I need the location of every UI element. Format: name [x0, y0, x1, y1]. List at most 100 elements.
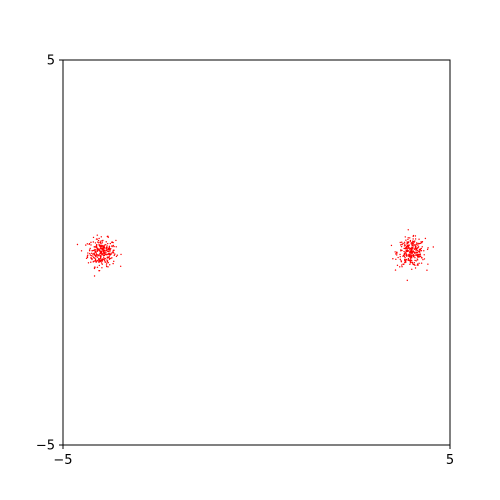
scatter-point [420, 247, 422, 250]
scatter-point [418, 250, 421, 253]
scatter-point [99, 258, 101, 260]
scatter-point [89, 247, 91, 250]
scatter-point [403, 255, 406, 258]
scatter-point [86, 256, 89, 259]
scatter-point [399, 258, 402, 261]
scatter-point [405, 239, 407, 241]
scatter-point [115, 255, 118, 258]
scatter-point [103, 248, 105, 250]
scatter-point [109, 242, 112, 245]
scatter-point [399, 266, 401, 268]
scatter-point [90, 257, 93, 259]
scatter-point [109, 264, 111, 266]
scatter-point [411, 244, 413, 247]
scatter-point [90, 241, 92, 244]
scatter-point [415, 260, 417, 262]
scatter-point [90, 255, 93, 257]
scatter-point [91, 250, 93, 252]
scatter-point [88, 249, 91, 251]
scatter-point [417, 244, 419, 246]
scatter-point [100, 250, 102, 253]
scatter-point [99, 259, 102, 262]
scatter-point [413, 248, 415, 250]
scatter-point [414, 257, 416, 259]
scatter-point [408, 253, 410, 256]
scatter-point [112, 244, 115, 247]
scatter-point [94, 254, 96, 257]
scatter-point [402, 254, 405, 257]
scatter-point [405, 251, 407, 253]
scatter-point [420, 257, 423, 259]
scatter-point [414, 238, 417, 240]
scatter-point [418, 262, 420, 264]
scatter-point [427, 263, 429, 265]
scatter-point [99, 245, 101, 247]
scatter-point [407, 238, 409, 241]
scatter-point [106, 262, 108, 264]
scatter-point [412, 234, 415, 237]
scatter-point [409, 256, 411, 258]
scatter-point [89, 254, 92, 256]
scatter-point [426, 248, 429, 251]
scatter-point [120, 253, 122, 256]
y-tick-label: −5 [36, 439, 55, 454]
scatter-point [396, 251, 398, 253]
scatter-point [95, 253, 98, 255]
scatter-point [399, 256, 401, 258]
scatter-point [107, 242, 109, 245]
scatter-point [95, 261, 97, 263]
scatter-point [99, 241, 102, 244]
scatter-point [102, 252, 105, 254]
scatter-point [101, 253, 104, 255]
scatter-point [392, 258, 394, 260]
scatter-point [412, 250, 415, 252]
axis-ticks: −5 5 −5 5 [36, 54, 454, 469]
scatter-point [107, 253, 110, 255]
scatter-point [93, 267, 96, 270]
scatter-point [100, 240, 102, 242]
scatter-point [416, 264, 418, 266]
scatter-point [103, 245, 105, 248]
scatter-point [92, 249, 95, 252]
scatter-point [414, 245, 417, 248]
scatter-point [419, 242, 422, 245]
scatter-point [415, 244, 417, 246]
scatter-point [103, 249, 106, 252]
scatter-point [76, 243, 79, 246]
scatter-point [421, 241, 424, 243]
scatter-point [411, 248, 413, 250]
scatter-point [96, 249, 98, 251]
scatter-point [116, 254, 119, 256]
scatter-point [101, 263, 103, 265]
scatter-point [415, 254, 417, 256]
scatter-point [104, 261, 106, 263]
scatter-point [104, 251, 106, 253]
scatter-point [107, 257, 110, 259]
scatter-point [395, 253, 397, 255]
scatter-point [92, 236, 95, 239]
scatter-point [408, 259, 410, 261]
scatter-point [87, 254, 89, 256]
scatter-point [412, 253, 414, 256]
scatter-point [106, 247, 108, 249]
scatter-point [396, 254, 398, 256]
scatter-point [403, 243, 406, 245]
scatter-point [409, 259, 412, 261]
scatter-point [414, 244, 416, 246]
scatter-point [402, 263, 404, 265]
plot-frame [62, 59, 451, 446]
scatter-point [424, 237, 427, 240]
scatter-point [107, 248, 109, 251]
scatter-point [96, 256, 99, 258]
scatter-point [112, 249, 115, 252]
scatter-point [109, 249, 111, 251]
scatter-point [405, 253, 408, 255]
scatter-point [113, 260, 115, 263]
scatter-point [414, 235, 417, 237]
scatter-point [407, 229, 409, 231]
scatter-point [111, 252, 113, 254]
scatter-point [114, 253, 116, 255]
scatter-point [94, 246, 96, 248]
scatter-point [409, 250, 412, 252]
